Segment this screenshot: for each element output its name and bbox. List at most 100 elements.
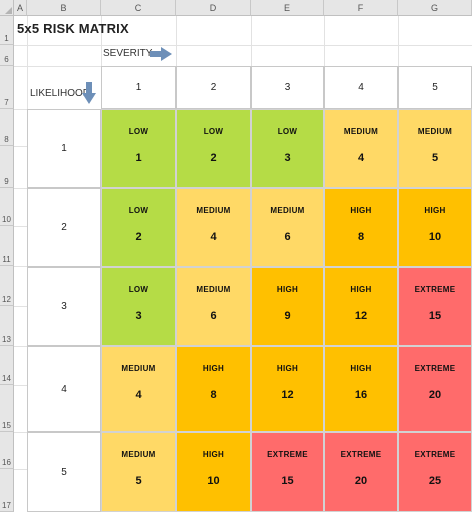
risk-level-label: MEDIUM <box>270 206 305 215</box>
likelihood-header-2[interactable]: 2 <box>27 188 101 267</box>
risk-level-label: MEDIUM <box>196 206 231 215</box>
row-header-6[interactable]: 6 <box>0 45 14 66</box>
risk-level-label: LOW <box>203 127 224 136</box>
row-header-15[interactable]: 15 <box>0 385 14 432</box>
risk-score-value: 15 <box>428 310 442 322</box>
severity-header-4[interactable]: 4 <box>324 66 398 109</box>
row-header-14[interactable]: 14 <box>0 346 14 385</box>
risk-cell[interactable]: EXTREME 20 <box>398 346 472 432</box>
page-title: 5x5 RISK MATRIX <box>17 21 129 36</box>
risk-score-value: 12 <box>354 310 368 322</box>
risk-cell[interactable]: HIGH 9 <box>251 267 324 346</box>
severity-header-5[interactable]: 5 <box>398 66 472 109</box>
risk-cell[interactable]: HIGH 8 <box>176 346 251 432</box>
severity-header-3[interactable]: 3 <box>251 66 324 109</box>
risk-level-label: EXTREME <box>414 450 456 459</box>
arrow-down-icon <box>82 82 96 104</box>
risk-score-value: 6 <box>284 231 291 243</box>
column-header-c[interactable]: C <box>101 0 176 16</box>
row-header-9[interactable]: 9 <box>0 146 14 188</box>
likelihood-header-4[interactable]: 4 <box>27 346 101 432</box>
arrow-right-icon <box>150 47 172 61</box>
column-header-b[interactable]: B <box>27 0 101 16</box>
risk-level-label: HIGH <box>350 364 372 373</box>
risk-score-value: 3 <box>284 152 291 164</box>
risk-cell[interactable]: HIGH 10 <box>398 188 472 267</box>
risk-level-label: HIGH <box>276 364 299 373</box>
risk-cell[interactable]: HIGH 10 <box>176 432 251 512</box>
column-header-a[interactable]: A <box>14 0 27 16</box>
risk-cell[interactable]: LOW 3 <box>251 109 324 188</box>
gridline-horizontal <box>14 45 472 46</box>
risk-level-label: MEDIUM <box>121 364 156 373</box>
row-header-8[interactable]: 8 <box>0 109 14 146</box>
likelihood-header-3[interactable]: 3 <box>27 267 101 346</box>
risk-score-value: 8 <box>210 389 217 401</box>
risk-cell[interactable]: MEDIUM 4 <box>176 188 251 267</box>
risk-cell[interactable]: EXTREME 20 <box>324 432 398 512</box>
risk-level-label: MEDIUM <box>343 127 379 136</box>
risk-score-value: 4 <box>210 231 217 243</box>
risk-score-value: 10 <box>207 475 220 487</box>
risk-cell[interactable]: MEDIUM 6 <box>176 267 251 346</box>
risk-level-label: HIGH <box>202 364 225 373</box>
risk-score-value: 20 <box>354 475 368 487</box>
risk-score-value: 5 <box>431 152 439 164</box>
risk-score-value: 2 <box>135 231 142 243</box>
row-header-16[interactable]: 16 <box>0 432 14 469</box>
risk-cell[interactable]: MEDIUM 4 <box>324 109 398 188</box>
risk-level-label: HIGH <box>202 450 225 459</box>
risk-cell[interactable]: HIGH 12 <box>324 267 398 346</box>
risk-level-label: HIGH <box>350 285 372 294</box>
row-header-12[interactable]: 12 <box>0 266 14 306</box>
risk-cell[interactable]: MEDIUM 5 <box>398 109 472 188</box>
risk-level-label: EXTREME <box>267 450 308 459</box>
risk-level-label: LOW <box>128 127 149 136</box>
risk-cell[interactable]: LOW 2 <box>101 188 176 267</box>
risk-level-label: MEDIUM <box>196 285 231 294</box>
likelihood-header-1[interactable]: 1 <box>27 109 101 188</box>
row-header-10[interactable]: 10 <box>0 188 14 226</box>
risk-cell[interactable]: MEDIUM 6 <box>251 188 324 267</box>
risk-level-label: EXTREME <box>414 364 456 373</box>
risk-score-value: 1 <box>135 152 142 164</box>
likelihood-axis-label: LIKELIHOOD <box>30 88 91 99</box>
severity-header-2[interactable]: 2 <box>176 66 251 109</box>
risk-score-value: 25 <box>428 475 442 487</box>
risk-cell[interactable]: EXTREME 25 <box>398 432 472 512</box>
column-header-f[interactable]: F <box>324 0 398 16</box>
risk-level-label: HIGH <box>424 206 446 215</box>
risk-score-value: 10 <box>428 231 442 243</box>
risk-cell[interactable]: LOW 2 <box>176 109 251 188</box>
risk-level-label: EXTREME <box>414 285 456 294</box>
row-header-7[interactable]: 7 <box>0 66 14 109</box>
risk-level-label: MEDIUM <box>417 127 453 136</box>
row-header-17[interactable]: 17 <box>0 469 14 512</box>
risk-score-value: 4 <box>135 389 142 401</box>
column-header-g[interactable]: G <box>398 0 472 16</box>
risk-cell[interactable]: MEDIUM 4 <box>101 346 176 432</box>
risk-cell[interactable]: HIGH 8 <box>324 188 398 267</box>
likelihood-header-5[interactable]: 5 <box>27 432 101 512</box>
risk-cell[interactable]: MEDIUM 5 <box>101 432 176 512</box>
risk-cell[interactable]: EXTREME 15 <box>398 267 472 346</box>
risk-score-value: 12 <box>281 389 294 401</box>
risk-score-value: 9 <box>284 310 291 322</box>
risk-cell[interactable]: LOW 1 <box>101 109 176 188</box>
risk-cell[interactable]: HIGH 12 <box>251 346 324 432</box>
select-all-corner[interactable] <box>0 0 14 16</box>
risk-cell[interactable]: LOW 3 <box>101 267 176 346</box>
risk-score-value: 20 <box>428 389 442 401</box>
row-header-1[interactable]: 1 <box>0 16 14 45</box>
risk-level-label: LOW <box>277 127 298 136</box>
severity-header-1[interactable]: 1 <box>101 66 176 109</box>
column-header-d[interactable]: D <box>176 0 251 16</box>
risk-cell[interactable]: EXTREME 15 <box>251 432 324 512</box>
risk-level-label: EXTREME <box>340 450 382 459</box>
risk-cell[interactable]: HIGH 16 <box>324 346 398 432</box>
column-header-e[interactable]: E <box>251 0 324 16</box>
risk-level-label: HIGH <box>276 285 299 294</box>
row-header-13[interactable]: 13 <box>0 306 14 346</box>
row-header-11[interactable]: 11 <box>0 226 14 266</box>
